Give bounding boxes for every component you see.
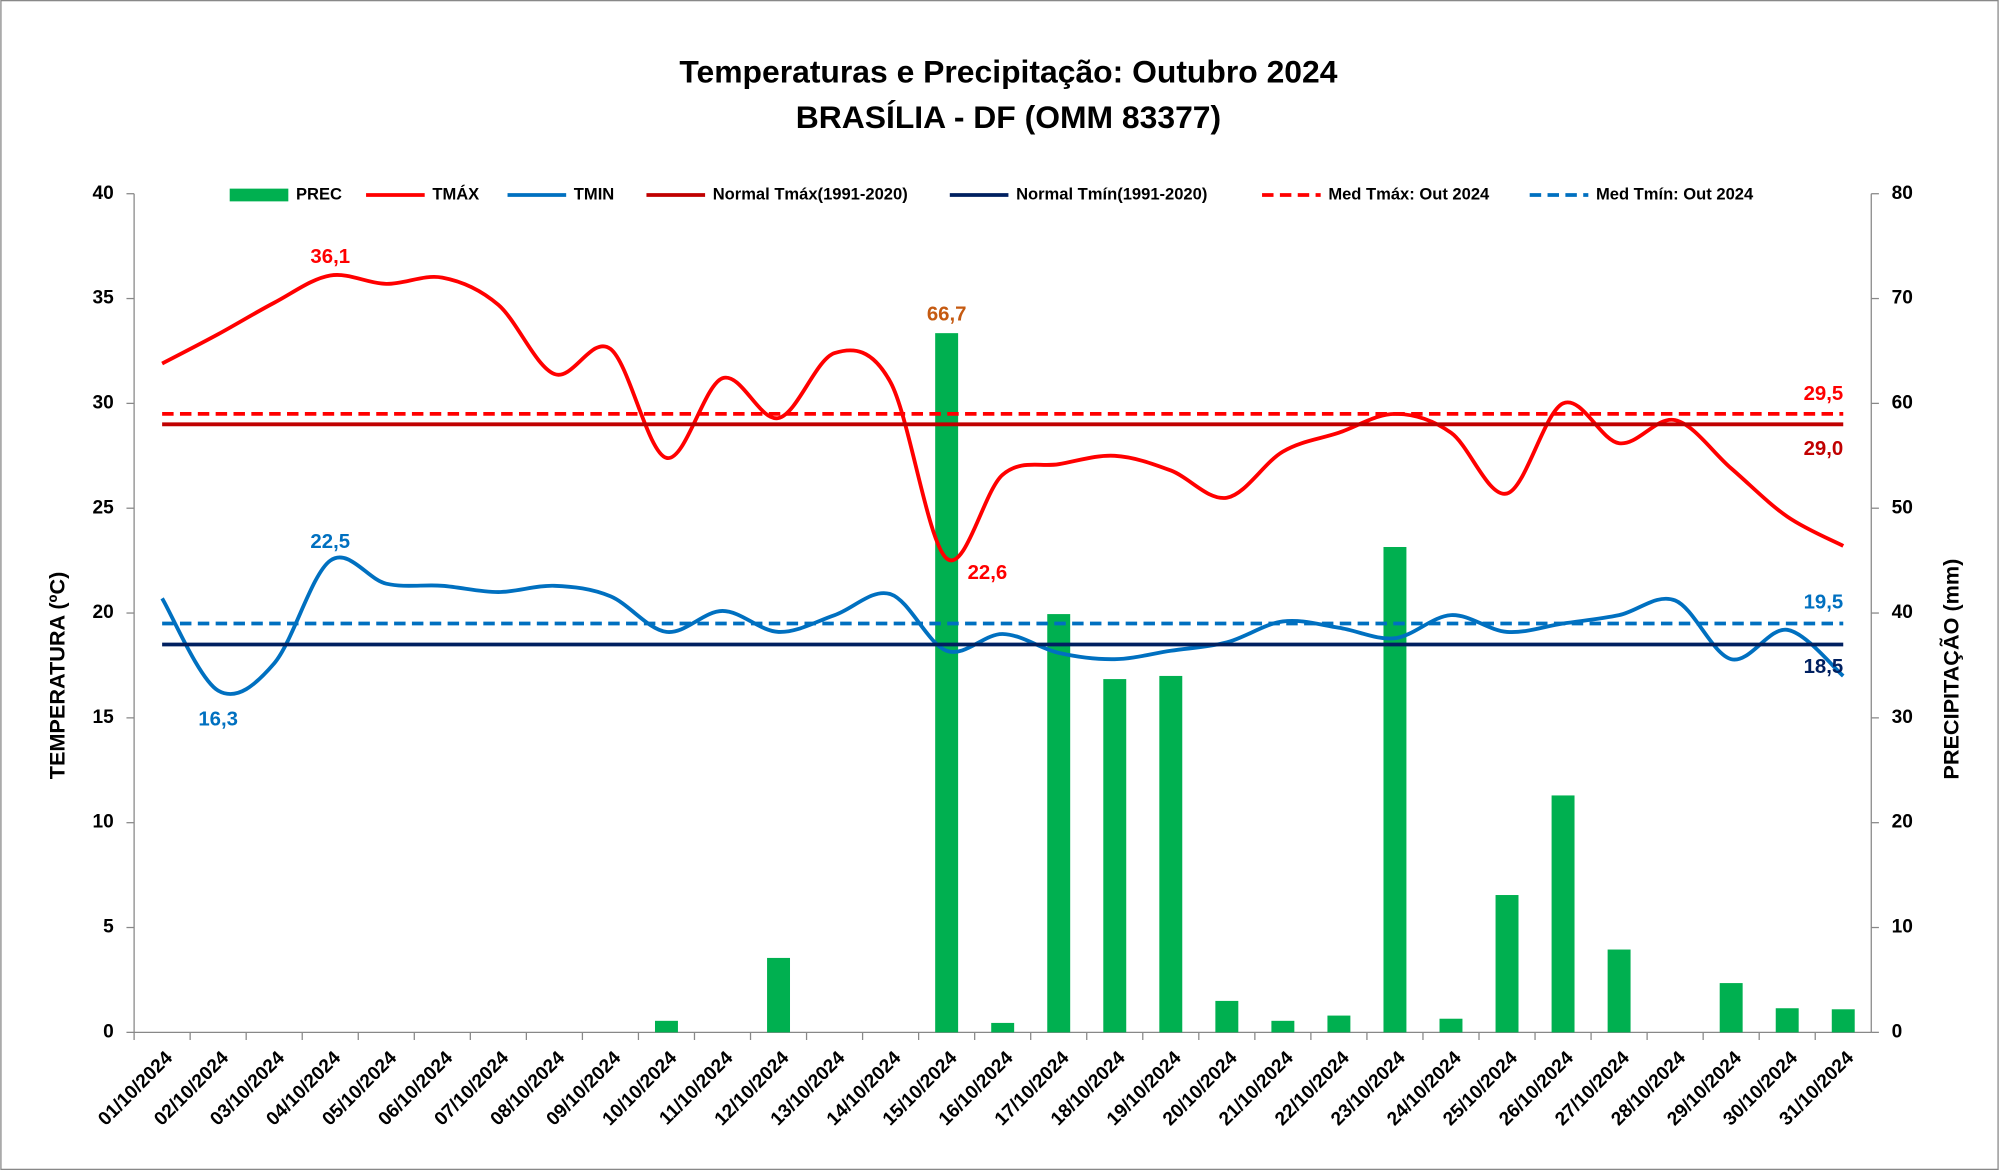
line (161, 273, 1845, 563)
y2-axis-title: PRECIPITAÇÃO (mm) (1939, 559, 1964, 780)
reference-label: 19,5 (1804, 592, 1844, 614)
y-tick-label: 15 (92, 707, 114, 728)
bar (1103, 679, 1127, 1033)
y-tick-label: 25 (92, 497, 114, 518)
y-tick-label: 5 (103, 917, 114, 938)
bar (1327, 1015, 1351, 1033)
legend-label: PREC (296, 184, 342, 203)
y-tick-label: 10 (92, 812, 113, 833)
y-tick-label: 20 (92, 602, 113, 623)
bar (1159, 675, 1183, 1033)
data-label: 22,6 (968, 562, 1008, 584)
bar (1831, 1009, 1855, 1033)
y-axis-title: TEMPERATURA (ºC) (45, 572, 70, 780)
bar (1215, 1000, 1239, 1033)
bar (1383, 546, 1407, 1033)
y2-tick-label: 20 (1892, 812, 1913, 833)
y2-tick-label: 80 (1892, 183, 1913, 204)
legend-label: Normal Tmín(1991-2020) (1016, 184, 1207, 203)
bar (1271, 1020, 1295, 1033)
legend-label: TMÁX (432, 184, 479, 203)
reference-label: 29,0 (1804, 438, 1844, 460)
y2-tick-label: 40 (1892, 602, 1913, 623)
bar (1775, 1008, 1799, 1033)
data-label: 36,1 (310, 246, 350, 268)
bar (1607, 949, 1631, 1033)
reference-label: 29,5 (1804, 383, 1844, 405)
chart-subtitle: BRASÍLIA - DF (OMM 83377) (796, 99, 1221, 135)
legend-swatch (229, 188, 289, 202)
bar (991, 1022, 1015, 1033)
data-label: 66,7 (927, 304, 967, 326)
y2-tick-label: 60 (1892, 392, 1913, 413)
bar (1551, 795, 1575, 1033)
y2-tick-label: 30 (1892, 707, 1913, 728)
data-label: 22,5 (310, 531, 350, 553)
legend-label: Med Tmáx: Out 2024 (1328, 184, 1490, 203)
bar (1439, 1018, 1463, 1033)
bar (1719, 983, 1743, 1033)
y2-tick-label: 0 (1892, 1021, 1903, 1042)
legend-label: Normal Tmáx(1991-2020) (713, 184, 908, 203)
y-tick-label: 0 (103, 1021, 114, 1042)
bar (935, 333, 959, 1033)
legend-label: TMIN (574, 184, 614, 203)
data-label: 16,3 (198, 708, 238, 730)
bar (767, 957, 791, 1033)
y2-tick-label: 70 (1892, 288, 1913, 309)
legend-label: Med Tmín: Out 2024 (1596, 184, 1754, 203)
bar (1047, 614, 1071, 1033)
y-tick-label: 40 (92, 183, 113, 204)
y-tick-label: 30 (92, 392, 113, 413)
chart-title: Temperaturas e Precipitação: Outubro 202… (679, 53, 1337, 89)
y2-tick-label: 50 (1892, 497, 1913, 518)
bar (1495, 895, 1519, 1033)
reference-label: 18,5 (1804, 656, 1844, 678)
y-tick-label: 35 (92, 288, 114, 309)
bar (654, 1020, 678, 1033)
y2-tick-label: 10 (1892, 917, 1913, 938)
